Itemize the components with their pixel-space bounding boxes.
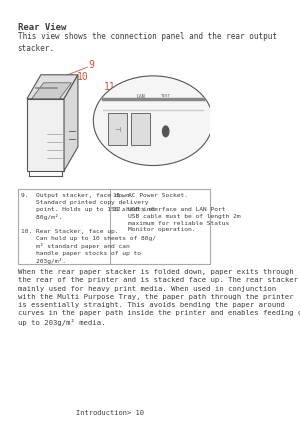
Text: Rear View: Rear View <box>18 23 66 32</box>
Text: 12: 12 <box>153 76 165 86</box>
Text: 11. AC Power Socket.

12. USB interface and LAN Port
    USB cable must be of le: 11. AC Power Socket. 12. USB interface a… <box>113 193 241 232</box>
Text: 11: 11 <box>103 82 115 92</box>
Text: When the rear paper stacker is folded down, paper exits through
the rear of the : When the rear paper stacker is folded do… <box>18 268 300 325</box>
Text: This view shows the connection panel and the rear output
stacker.: This view shows the connection panel and… <box>18 32 277 53</box>
Text: 9.  Output stacker, face down.
    Standard printed copy delivery
    point. Hol: 9. Output stacker, face down. Standard p… <box>21 193 156 263</box>
FancyBboxPatch shape <box>18 190 210 264</box>
Text: 10: 10 <box>77 72 89 82</box>
Text: Introduction> 10: Introduction> 10 <box>76 409 144 415</box>
Text: 9: 9 <box>89 60 94 70</box>
